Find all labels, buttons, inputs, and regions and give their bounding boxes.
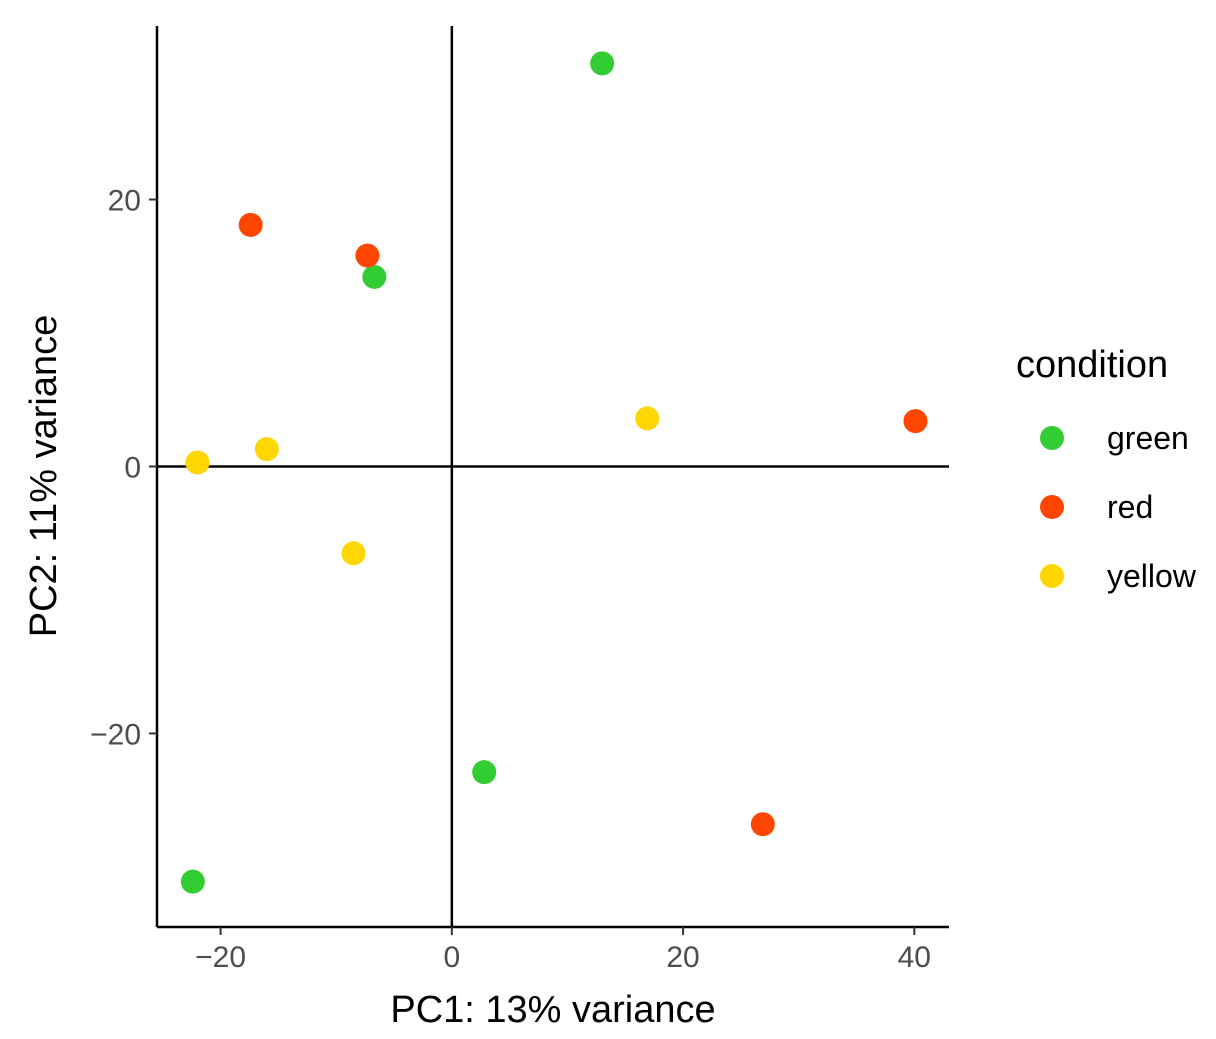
reference-lines bbox=[157, 26, 949, 927]
legend-title: condition bbox=[1016, 344, 1168, 386]
axes bbox=[155, 26, 949, 929]
x-axis-title: PC1: 13% variance bbox=[390, 989, 715, 1031]
data-points bbox=[180, 51, 928, 894]
point-green bbox=[180, 869, 205, 894]
point-yellow bbox=[635, 406, 660, 431]
point-yellow bbox=[185, 450, 210, 475]
point-red bbox=[355, 243, 380, 268]
x-tick-label: 40 bbox=[898, 941, 931, 974]
y-tick-label: 20 bbox=[108, 185, 141, 218]
legend-key-red bbox=[1040, 495, 1064, 519]
point-green bbox=[472, 760, 497, 785]
point-red bbox=[238, 212, 263, 237]
x-tick-label: 20 bbox=[666, 941, 699, 974]
y-tick-label: 0 bbox=[124, 451, 141, 484]
point-yellow bbox=[341, 541, 366, 566]
y-tick-label: −20 bbox=[90, 718, 141, 751]
legend-key-green bbox=[1040, 426, 1064, 450]
point-red bbox=[750, 812, 775, 837]
legend-label-green: green bbox=[1107, 420, 1189, 456]
point-red bbox=[903, 409, 928, 434]
legend: condition green red yellow bbox=[1016, 344, 1197, 594]
legend-label-yellow: yellow bbox=[1107, 558, 1197, 594]
point-green bbox=[590, 51, 615, 76]
tick-labels: −20 0 20 40 −20 0 20 bbox=[90, 185, 931, 974]
point-green bbox=[362, 264, 387, 289]
y-axis-title: PC2: 11% variance bbox=[23, 315, 65, 637]
legend-key-yellow bbox=[1040, 564, 1064, 588]
x-tick-label: −20 bbox=[195, 941, 246, 974]
legend-label-red: red bbox=[1107, 489, 1153, 525]
point-yellow bbox=[254, 437, 279, 462]
x-tick-label: 0 bbox=[443, 941, 460, 974]
